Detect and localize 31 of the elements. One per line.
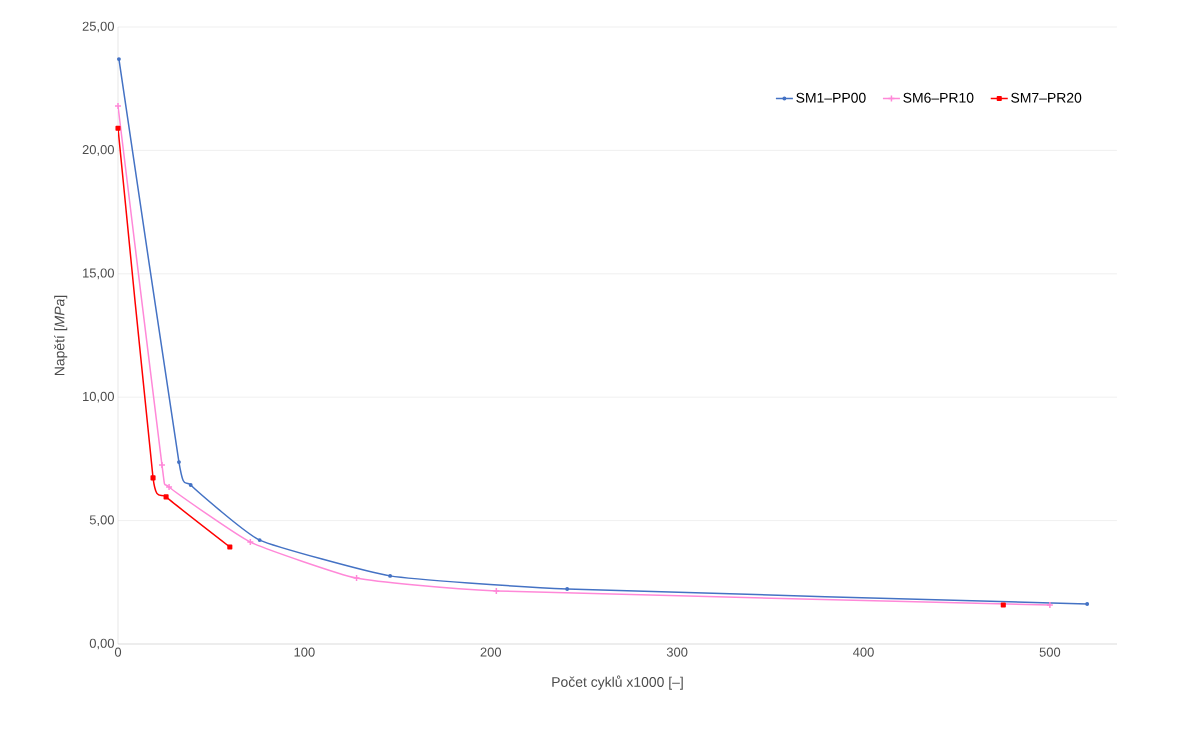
point — [257, 538, 262, 543]
point — [163, 494, 169, 500]
legend-label: SM1–PP00 — [796, 92, 866, 103]
x-tick-label: 200 — [480, 647, 502, 657]
point — [188, 483, 193, 487]
y-tick-label: 10,00 — [83, 391, 114, 403]
point — [165, 483, 173, 491]
legend-label: SM6–PR10 — [903, 92, 974, 103]
y-tick-label: 25,00 — [82, 21, 114, 33]
y-tick-label: 15,00 — [83, 268, 114, 280]
point — [565, 587, 570, 591]
point — [1000, 602, 1006, 608]
y-axis-title: Napětí [MPa] — [54, 295, 68, 376]
x-tick-label: 0 — [114, 647, 122, 657]
point — [115, 125, 121, 131]
x-tick-label: 300 — [666, 647, 688, 657]
point — [158, 461, 166, 469]
x-tick-label: 100 — [294, 647, 315, 657]
point — [150, 475, 156, 481]
x-tick-label: 500 — [1039, 647, 1061, 657]
point — [227, 544, 233, 550]
point — [388, 573, 393, 578]
point — [177, 460, 181, 465]
legend-label: SM7–PR20 — [1011, 92, 1082, 103]
y-tick-label: 0,00 — [89, 638, 114, 650]
point — [116, 57, 121, 62]
x-tick-label: 400 — [853, 647, 874, 657]
point — [1085, 602, 1090, 606]
y-tick-label: 5,00 — [89, 515, 114, 526]
y-tick-label: 20,00 — [82, 145, 114, 156]
x-axis-title: Počet cyklů x1000 [–] — [552, 675, 683, 690]
